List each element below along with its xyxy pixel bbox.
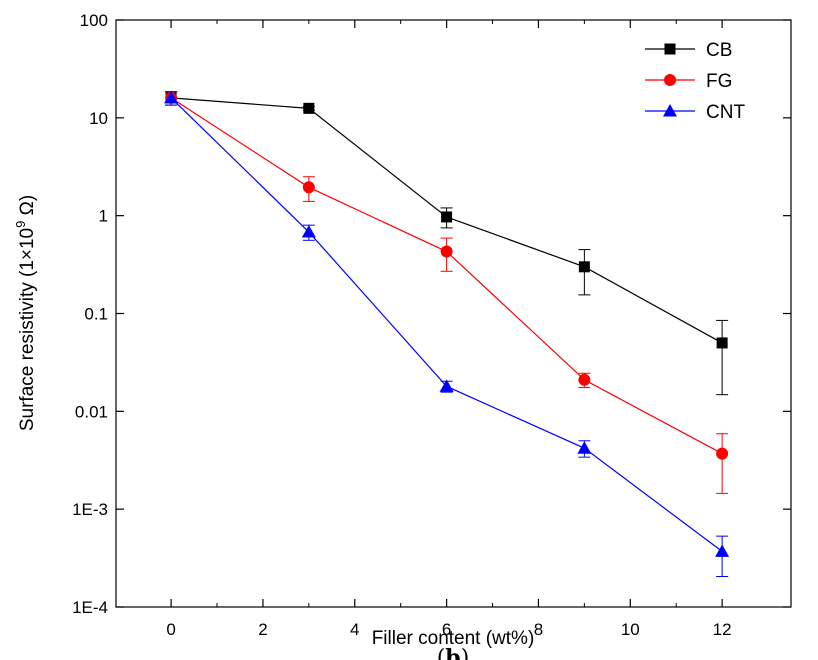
y-axis-label-unit: Ω) (17, 195, 38, 221)
data-point-cnt (577, 441, 592, 454)
axis-layer: 0 2 4 6 8 10 12 1E-4 1E-3 0.01 0.1 1 10 100 (72, 11, 791, 639)
data-point-cnt (715, 544, 730, 557)
data-point-cb (578, 261, 590, 273)
data-point-cb (716, 337, 728, 349)
data-point-cnt (164, 90, 179, 104)
x-tick-label: 2 (258, 620, 267, 639)
data-point-cb (303, 102, 315, 114)
legend-entry-cb: CB (645, 40, 732, 61)
series-layer (164, 90, 730, 557)
data-point-cnt (301, 225, 316, 238)
legend-marker (663, 104, 677, 117)
y-axis-label-sup: 9 (13, 221, 28, 228)
legend-marker (664, 43, 676, 55)
data-point-fg (578, 373, 591, 386)
x-tick-label: 10 (621, 620, 640, 639)
x-tick-label: 4 (350, 620, 359, 639)
data-point-cnt (439, 379, 454, 392)
y-tick-label: 1E-3 (72, 500, 108, 519)
data-point-fg (302, 181, 315, 194)
legend-entry-cnt: CNT (645, 102, 745, 123)
series-fg (165, 91, 729, 460)
x-tick-label: 12 (713, 620, 732, 639)
legend-label: CNT (706, 102, 745, 123)
series-line-fg (170, 97, 723, 455)
legend-entry-fg: FG (645, 71, 732, 92)
y-axis-label-main: Surface resistivity (1×10 (17, 228, 38, 431)
data-point-fg (716, 447, 729, 460)
series-cnt (164, 90, 730, 557)
data-point-cb (441, 211, 453, 223)
x-tick-label: 6 (442, 620, 451, 639)
y-axis-label: Surface resistivity (1×109 Ω) (13, 195, 38, 431)
x-tick-label: 0 (166, 620, 175, 639)
error-bar-layer (165, 91, 729, 578)
legend-label: CB (706, 40, 732, 61)
y-tick-label: 100 (80, 11, 108, 30)
y-tick-label: 10 (89, 109, 108, 128)
y-tick-label: 0.1 (84, 305, 108, 324)
legend-marker (664, 74, 676, 86)
legend: CB FG CNT (645, 40, 745, 123)
x-tick-label: 8 (534, 620, 543, 639)
y-tick-label: 1 (99, 207, 108, 226)
legend-label: FG (706, 71, 732, 92)
series-line-cnt (170, 97, 723, 552)
x-axis-label: Filler content (wt%) (372, 628, 535, 649)
data-point-fg (440, 245, 453, 258)
y-tick-label: 0.01 (75, 402, 108, 421)
plot-frame (115, 19, 792, 608)
y-tick-label: 1E-4 (72, 598, 108, 617)
series-cb (165, 92, 728, 349)
panel-caption: (b) (437, 645, 470, 660)
